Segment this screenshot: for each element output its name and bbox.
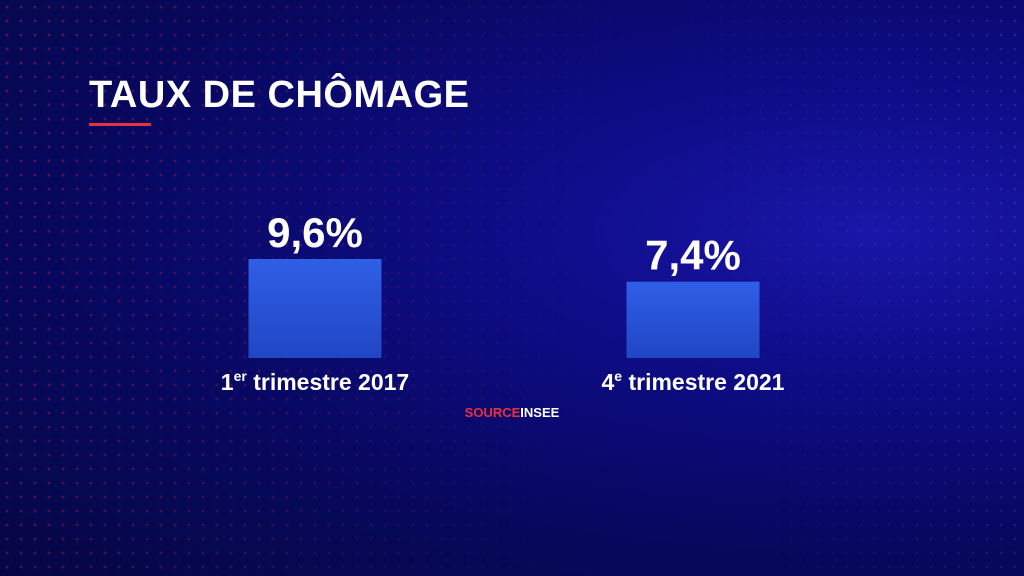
source-key: SOURCE: [464, 405, 521, 420]
category-label-number: 1: [221, 369, 234, 395]
page-title: TAUX DE CHÔMAGE: [89, 74, 470, 116]
value-label-2: 7,4%: [645, 232, 741, 279]
bar-2: [626, 281, 760, 358]
category-label-text: trimestre 2021: [622, 369, 785, 395]
category-label-superscript: er: [234, 368, 248, 384]
category-label-text: trimestre 2017: [247, 369, 409, 395]
category-label-superscript: e: [614, 368, 622, 384]
title-underline: [89, 123, 151, 126]
source-value: INSEE: [520, 405, 560, 420]
bar-1: [248, 259, 382, 358]
category-label-1: 1er trimestre 2017: [221, 368, 409, 395]
category-label-2: 4e trimestre 2021: [602, 368, 785, 395]
source-credit: SOURCEINSEE: [0, 405, 1024, 420]
category-label-number: 4: [602, 369, 615, 395]
value-label-1: 9,6%: [267, 209, 363, 256]
